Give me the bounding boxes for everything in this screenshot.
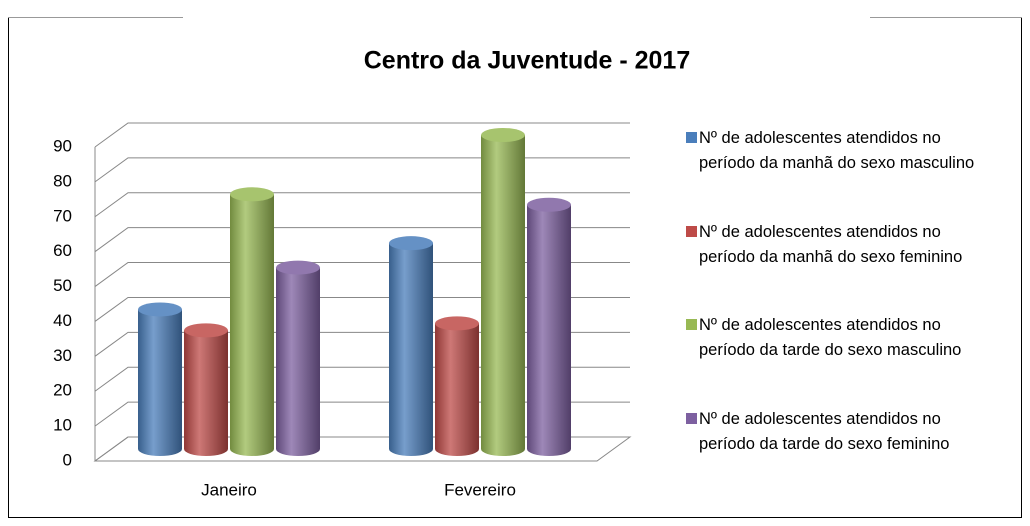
bar: [230, 187, 274, 457]
bar-top: [138, 302, 182, 317]
grid-line: [94, 157, 630, 183]
bar: [481, 128, 525, 456]
bar-body: [276, 267, 320, 456]
bar: [527, 197, 571, 456]
chart-title: Centro da Juventude - 2017: [364, 47, 690, 75]
bar: [435, 316, 479, 456]
bar-body: [527, 204, 571, 456]
bar-top: [527, 197, 571, 212]
grid-line: [94, 227, 630, 253]
legend-swatch: [686, 412, 697, 424]
bar: [184, 323, 228, 456]
bar-body: [138, 309, 182, 456]
bar-top: [184, 323, 228, 338]
legend-label: Nº de adolescentes atendidos no período …: [699, 409, 950, 453]
bar-top: [230, 187, 274, 202]
bar-body: [435, 323, 479, 456]
bar: [138, 302, 182, 456]
bar-top: [389, 236, 433, 251]
bar-body: [481, 135, 525, 456]
y-tick-label: 30: [53, 346, 72, 365]
bar-body: [230, 194, 274, 457]
y-tick-label: 20: [53, 381, 72, 400]
grid-line: [94, 262, 630, 287]
legend-label: Nº de adolescentes atendidos no período …: [699, 129, 975, 172]
bar-top: [276, 260, 320, 275]
y-tick-label: 50: [53, 276, 72, 295]
grid-line: [94, 192, 630, 218]
y-tick-label: 10: [53, 416, 72, 435]
legend-swatch: [686, 225, 697, 237]
bar-top: [481, 128, 525, 142]
bar-body: [389, 243, 433, 456]
legend-swatch: [686, 319, 697, 330]
y-tick-label: 0: [63, 450, 72, 469]
grid-line: [94, 122, 630, 148]
legend-swatch: [686, 132, 697, 143]
y-tick-label: 40: [53, 311, 72, 330]
frame: [8, 17, 1022, 518]
y-tick-label: 80: [53, 171, 72, 190]
y-tick-label: 60: [53, 241, 72, 260]
bar-top: [435, 316, 479, 331]
x-tick-label: Fevereiro: [444, 480, 516, 499]
legend-label: Nº de adolescentes atendidos no período …: [699, 316, 962, 359]
y-tick-label: 90: [53, 136, 72, 155]
legend-label: Nº de adolescentes atendidos no período …: [699, 222, 963, 266]
y-tick-label: 70: [53, 206, 72, 225]
bar: [389, 236, 433, 456]
bar: [276, 260, 320, 456]
bar-body: [184, 330, 228, 456]
x-tick-label: Janeiro: [201, 480, 257, 499]
grid-line: [94, 296, 630, 322]
